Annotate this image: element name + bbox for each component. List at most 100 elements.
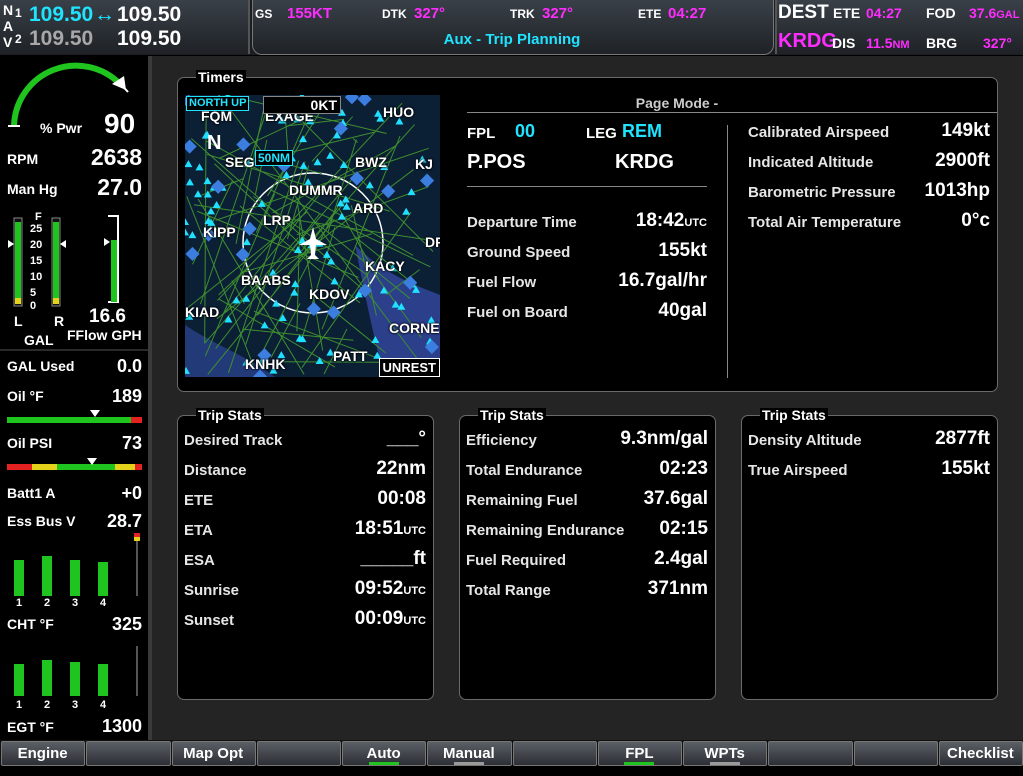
fuel-right-pointer (60, 240, 66, 248)
airway (218, 259, 256, 296)
row-label: Fuel Required (466, 552, 567, 569)
power-arc (11, 62, 123, 127)
softkey-label[interactable]: Engine (17, 745, 68, 762)
airway (296, 218, 301, 332)
nav2-standby: 109.50 (117, 27, 182, 50)
row-unit: UTC (403, 615, 426, 627)
nav-box (0, 0, 250, 54)
oil-temp-red (131, 417, 142, 423)
softkey[interactable] (256, 741, 341, 766)
engine-label: Batt1 A (7, 485, 56, 501)
row-value: 16.7gal/hr (618, 271, 707, 290)
engine-value: 189 (111, 386, 142, 406)
softkey[interactable] (853, 741, 938, 766)
to-waypoint: KRDG (615, 151, 674, 173)
airport (242, 221, 257, 236)
softkey-indicator (368, 762, 399, 765)
row-number: 9.3nm/gal (620, 428, 708, 449)
airport (357, 95, 372, 107)
oil-psi-green (57, 464, 115, 470)
waypoint (257, 358, 266, 366)
airway (312, 219, 411, 299)
softkey[interactable] (512, 741, 597, 766)
waypoint (380, 163, 389, 171)
fod-unit: GAL (996, 9, 1020, 21)
waypoint (201, 131, 210, 139)
waypoint (272, 299, 281, 307)
fflow-fill (111, 240, 117, 302)
row-label: Total Range (466, 582, 551, 599)
row-label: Total Air Temperature (748, 214, 902, 231)
airway (215, 213, 321, 349)
waypoint (339, 160, 348, 168)
egt-bar (42, 660, 52, 696)
waypoint (212, 201, 221, 209)
softkey[interactable] (86, 741, 171, 766)
egt-bar (98, 664, 108, 696)
softkey[interactable] (171, 741, 256, 766)
waypoint (185, 228, 190, 236)
fod-number: 37.6 (969, 5, 997, 21)
airway (204, 114, 207, 344)
cylinder-number: 3 (72, 699, 79, 711)
row-number: 1013hp (924, 180, 990, 201)
row-number: 16.7gal/hr (618, 270, 707, 291)
waypoint (395, 117, 404, 125)
fuel-left-caution (15, 298, 21, 304)
engine-divider (148, 56, 152, 740)
softkey[interactable] (427, 741, 512, 766)
map-label: FQM (201, 108, 233, 124)
waypoint (242, 358, 251, 366)
map-label: ARD (353, 200, 384, 216)
softkey-label[interactable]: FPL (625, 745, 654, 762)
egt-bar (70, 662, 80, 696)
row-label: True Airspeed (748, 462, 848, 479)
softkey-label[interactable]: Manual (443, 745, 495, 762)
engine-value: 325 (111, 614, 142, 634)
map-label: SEG (225, 154, 255, 170)
oil-psi-pointer (87, 458, 97, 465)
softkey-label[interactable]: Map Opt (183, 745, 244, 762)
nav2-index: 2 (15, 32, 22, 46)
nav-letter: N (3, 2, 14, 18)
airway (262, 206, 339, 352)
fpl-value: 00 (515, 121, 536, 141)
map-orientation: NORTH UP (186, 96, 250, 111)
softkey[interactable] (768, 741, 853, 766)
map-label: BAABS (241, 272, 291, 288)
nav-swap: ↔ (94, 3, 115, 26)
airport (357, 283, 373, 298)
airport (419, 173, 435, 188)
row-label: Sunrise (184, 582, 240, 599)
row-number: 18:51 (354, 518, 404, 539)
row-number: 09:52 (354, 578, 404, 599)
row-value: _____ft (361, 549, 427, 568)
fflow-label: FFlow GPH (67, 327, 142, 343)
row-number: 18:42 (635, 210, 685, 231)
softkey-label[interactable]: WPTs (704, 745, 745, 762)
row-number: 22nm (376, 458, 426, 479)
row-label: Density Altitude (748, 432, 862, 449)
waypoint (257, 199, 266, 207)
waypoint (397, 302, 406, 310)
waypoint (388, 264, 397, 272)
dis-unit: NM (892, 39, 910, 51)
airway (300, 124, 415, 252)
map-label: KACY (365, 258, 405, 274)
waypoint (277, 351, 286, 359)
airport (381, 184, 396, 199)
waypoint (341, 195, 350, 203)
waypoint (269, 366, 278, 374)
row-number: 2.4gal (654, 548, 708, 569)
divider (727, 125, 728, 378)
waypoint (232, 296, 241, 304)
trip-stats-title: Trip Stats (760, 407, 828, 423)
airway (186, 211, 308, 309)
row-label: Fuel on Board (467, 304, 568, 321)
trip-stats-panel (177, 415, 434, 700)
dest-id: KRDG (778, 30, 837, 52)
power-label: % Pwr (40, 120, 83, 136)
softkey-label[interactable]: Auto (366, 745, 401, 762)
softkey-label[interactable]: Checklist (947, 745, 1014, 762)
airway (218, 298, 336, 368)
